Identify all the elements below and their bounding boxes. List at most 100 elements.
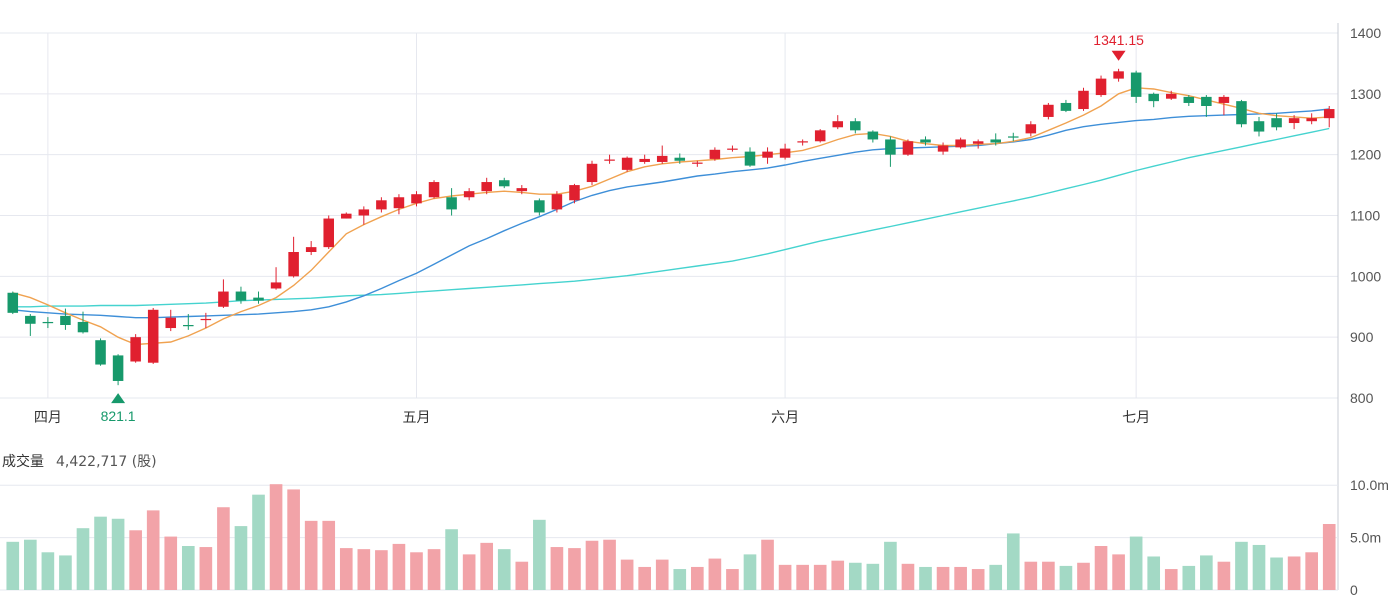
candle-body <box>358 209 370 216</box>
moving-average-lines <box>12 87 1330 346</box>
candle-body <box>656 155 668 162</box>
candle-body <box>551 194 563 210</box>
candle <box>428 180 440 199</box>
low-marker-arrow <box>111 393 126 404</box>
volume-bar <box>1270 557 1283 590</box>
volume-bar <box>1077 562 1090 590</box>
volume-bar <box>164 536 178 590</box>
volume-bar <box>1287 556 1301 590</box>
candle-body <box>341 213 352 219</box>
candle <box>411 191 422 207</box>
candle-body <box>1323 109 1335 119</box>
candle <box>498 177 510 189</box>
candle <box>305 241 317 256</box>
candle-body <box>516 188 528 192</box>
candle <box>797 139 808 146</box>
volume-bar <box>410 552 423 590</box>
volume-bar <box>339 548 353 590</box>
month-label: 七月 <box>1122 410 1150 426</box>
candle <box>586 160 598 186</box>
volume-bar <box>129 530 142 590</box>
candle-body <box>814 130 826 142</box>
volume-bars <box>6 484 1336 590</box>
candle-body <box>1008 136 1019 138</box>
candle-body <box>323 218 334 248</box>
candle <box>200 312 212 329</box>
candle-body <box>1078 90 1089 110</box>
candle <box>692 160 703 167</box>
volume-bar <box>94 516 107 590</box>
price-tick-label: 1400 <box>1350 25 1381 41</box>
candle-body <box>95 340 106 365</box>
candle-body <box>534 200 545 213</box>
candle <box>1253 116 1265 137</box>
candle <box>832 115 844 130</box>
price-tick-label: 1300 <box>1350 86 1381 102</box>
candle-body <box>990 139 1001 143</box>
volume-tick-label: 5.0m <box>1350 530 1381 546</box>
volume-bar <box>620 559 634 590</box>
volume-bar <box>743 554 757 590</box>
volume-bar <box>41 552 55 590</box>
candle-body <box>1130 72 1142 97</box>
candle <box>920 136 931 146</box>
price-tick-label: 1200 <box>1350 147 1381 163</box>
volume-bar <box>603 539 616 590</box>
month-label: 四月 <box>34 410 62 426</box>
volume-bar <box>6 541 20 590</box>
volume-bar <box>445 529 458 590</box>
candle <box>551 191 563 213</box>
candle <box>341 212 352 219</box>
candle-body <box>1148 93 1159 102</box>
volume-bar <box>989 564 1003 590</box>
candle-body <box>692 162 703 164</box>
candle-body <box>762 151 773 158</box>
candle-body <box>42 321 54 324</box>
candle <box>270 267 282 290</box>
candle-body <box>7 292 19 313</box>
volume-bar <box>726 569 739 590</box>
candle <box>639 154 650 164</box>
volume-bar <box>1235 541 1248 590</box>
ma-medium-line <box>12 108 1330 319</box>
candle-body <box>147 309 159 363</box>
candle <box>972 139 984 149</box>
volume-bar <box>1200 555 1213 590</box>
candle <box>165 309 177 332</box>
volume-bar <box>392 543 406 590</box>
candle-body <box>411 194 422 204</box>
candle-body <box>112 355 124 381</box>
candle <box>147 307 159 364</box>
candle-body <box>955 139 966 148</box>
volume-bar <box>515 561 529 590</box>
candle-body <box>1288 118 1300 124</box>
month-label: 五月 <box>402 410 430 426</box>
volume-bar <box>1147 556 1161 590</box>
volume-bar <box>480 542 494 590</box>
volume-bar <box>655 559 669 590</box>
volume-bar <box>1252 544 1266 590</box>
candle <box>481 177 492 195</box>
volume-bar <box>761 539 774 590</box>
volume-title-label: 成交量 <box>2 453 44 470</box>
candle <box>534 198 545 216</box>
candle <box>1148 92 1159 108</box>
candle-body <box>1060 102 1072 111</box>
volume-bar <box>427 549 441 590</box>
volume-bar <box>1305 552 1318 590</box>
candle <box>604 154 615 164</box>
candle-body <box>183 325 194 327</box>
volume-bar <box>375 550 388 590</box>
candle-body <box>1165 93 1177 99</box>
volume-bar <box>1217 561 1231 590</box>
candle-body <box>498 180 510 187</box>
candle <box>744 147 756 167</box>
candle <box>990 133 1001 146</box>
candle <box>885 136 896 167</box>
candle-body <box>1113 71 1124 79</box>
volume-title: 成交量 4,422,717 (股) <box>2 453 157 470</box>
candle-body <box>165 317 177 329</box>
candle-body <box>25 315 36 324</box>
candle <box>323 215 334 249</box>
